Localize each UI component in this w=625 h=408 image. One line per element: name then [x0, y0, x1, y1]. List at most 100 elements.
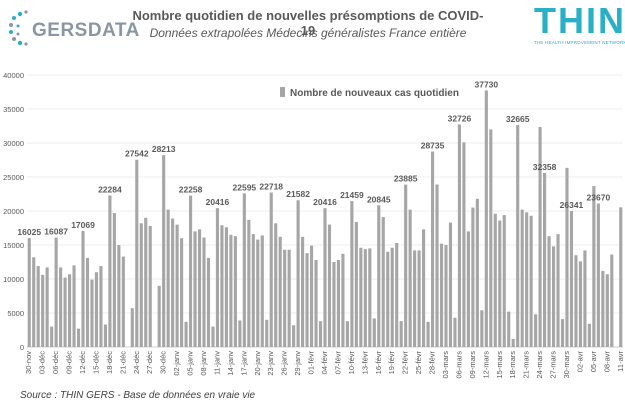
- bar: [565, 167, 569, 347]
- bar: [413, 250, 417, 347]
- data-label: 21459: [340, 190, 364, 200]
- x-tick-label: 28-févr: [428, 350, 437, 374]
- x-tick-label: 21-mars: [522, 351, 531, 379]
- x-tick-label: 26-janv: [280, 351, 289, 376]
- bar: [220, 225, 224, 347]
- bar: [386, 251, 390, 347]
- bar: [260, 235, 264, 347]
- thin-logo: THIN THE HEALTH IMPROVEMENT NETWORK: [534, 0, 625, 52]
- chart-subtitle: Données extrapolées Médecins généraliste…: [149, 26, 467, 40]
- bar: [81, 230, 85, 347]
- source-note: Source : THIN GERS - Base de données en …: [20, 390, 256, 401]
- bar: [417, 250, 421, 347]
- x-tick-label: 12-déc: [78, 351, 87, 374]
- x-tick-label: 19-févr: [387, 350, 396, 374]
- bar: [85, 257, 90, 347]
- bar: [534, 314, 538, 347]
- x-tick-label: 04-févr: [320, 350, 329, 374]
- bar: [202, 237, 206, 347]
- bar: [538, 126, 542, 347]
- x-tick-label: 05-janv: [186, 351, 195, 376]
- x-tick-label: 27-déc: [145, 351, 154, 374]
- data-label: 20416: [313, 197, 337, 207]
- data-label: 20845: [367, 194, 391, 204]
- data-label: 16087: [44, 227, 68, 237]
- bar: [108, 195, 112, 347]
- bar: [556, 234, 560, 347]
- bar: [130, 308, 134, 347]
- bar: [332, 262, 336, 347]
- bar: [90, 279, 94, 347]
- bar: [422, 229, 426, 347]
- bar: [475, 198, 479, 347]
- bar: [171, 218, 175, 347]
- bar: [162, 155, 166, 347]
- x-tick-label: 01-févr: [307, 350, 316, 374]
- y-tick-label: 35000: [3, 105, 24, 114]
- bar: [507, 311, 511, 347]
- bar: [359, 247, 363, 347]
- bar: [121, 256, 125, 347]
- dots-logo-icon: [9, 10, 28, 46]
- x-tick-label: 17-janv: [239, 351, 248, 376]
- bar: [148, 225, 152, 347]
- bar: [435, 184, 439, 347]
- x-tick-label: 18-déc: [105, 351, 114, 374]
- bar: [292, 325, 296, 347]
- bar: [59, 267, 63, 347]
- y-tick-label: 15000: [3, 241, 24, 250]
- bar: [76, 328, 81, 347]
- x-tick-label: 14-janv: [226, 351, 235, 376]
- x-tick-label: 12-mars: [481, 351, 490, 379]
- bar: [175, 224, 179, 347]
- bar: [287, 249, 291, 347]
- gersdata-wordmark: GERSDATA: [32, 20, 140, 41]
- legend-swatch: [280, 87, 285, 97]
- x-tick-label: 02-avr: [575, 351, 584, 373]
- bar: [408, 209, 412, 347]
- bar: [166, 209, 170, 347]
- bar: [27, 238, 31, 347]
- bar: [256, 239, 260, 347]
- x-tick-label: 07-févr: [333, 350, 342, 374]
- bar: [36, 266, 40, 347]
- bar: [453, 317, 457, 347]
- bar: [180, 238, 184, 347]
- bar: [139, 223, 143, 347]
- x-tick-label: 11-avr: [616, 350, 625, 371]
- bar: [390, 247, 394, 347]
- bar: [54, 237, 58, 347]
- bar: [363, 249, 367, 347]
- bar: [184, 321, 188, 347]
- x-tick-label: 02-janv: [172, 351, 181, 376]
- data-label: 32665: [506, 114, 530, 124]
- bar: [309, 245, 314, 347]
- bar: [498, 220, 502, 347]
- thin-wordmark: THIN: [534, 0, 625, 41]
- x-tick-label: 08-janv: [199, 351, 208, 376]
- bar: [569, 211, 574, 347]
- x-tick-label: 11-janv: [212, 351, 221, 375]
- bar: [45, 267, 49, 347]
- x-tick-label: 16-févr: [374, 350, 383, 374]
- bar: [341, 253, 345, 347]
- bar: [520, 209, 524, 347]
- x-tick-label: 06-déc: [51, 351, 60, 374]
- x-tick-label: 08-avr: [602, 351, 611, 373]
- data-label: 23885: [394, 174, 418, 184]
- bar: [430, 151, 435, 347]
- bar: [193, 231, 197, 347]
- y-tick-label: 25000: [3, 173, 24, 182]
- bar: [426, 321, 430, 347]
- chart-title: Nombre quotidien de nouvelles présomptio…: [132, 8, 484, 38]
- data-label: 26341: [560, 200, 584, 210]
- bar: [345, 321, 349, 347]
- legend-label: Nombre de nouveaux cas quotidien: [290, 88, 459, 99]
- bar: [144, 217, 148, 347]
- x-tick-label: 30-mars: [562, 351, 571, 379]
- data-label: 32358: [533, 162, 557, 172]
- bar: [211, 326, 215, 347]
- bar: [278, 236, 282, 347]
- bar: [296, 200, 300, 347]
- x-tick-label: 24-déc: [132, 351, 141, 374]
